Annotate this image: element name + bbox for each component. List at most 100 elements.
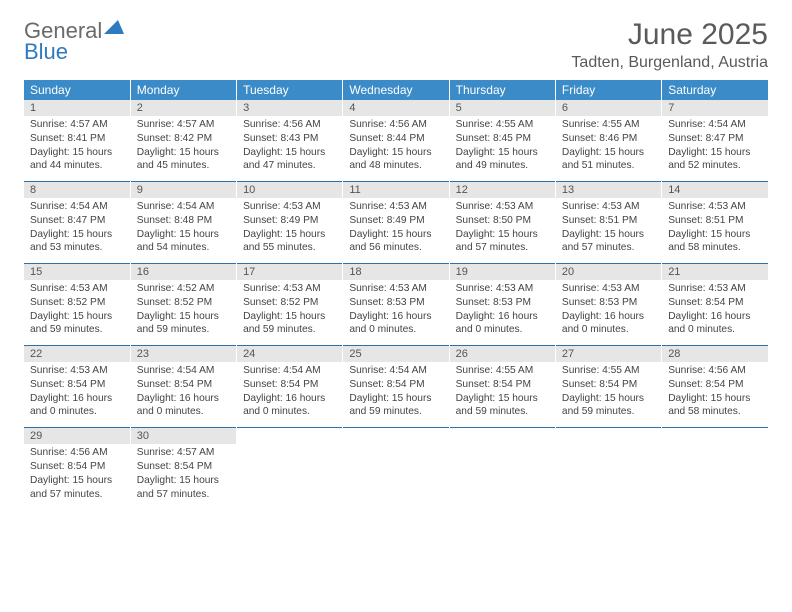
day-number: 12	[449, 182, 555, 198]
daylight-text-1: Daylight: 15 hours	[30, 146, 124, 160]
sunrise-text: Sunrise: 4:56 AM	[668, 364, 762, 378]
daylight-text-2: and 59 minutes.	[243, 323, 336, 337]
day-number: 28	[662, 346, 768, 362]
detail-row: Sunrise: 4:54 AM Sunset: 8:47 PM Daylight:…	[24, 198, 768, 264]
daylight-text-1: Daylight: 16 hours	[456, 310, 549, 324]
day-detail: Sunrise: 4:55 AMSunset: 8:54 PMDaylight:…	[449, 362, 555, 428]
daynum-row: 15161718192021	[24, 264, 768, 280]
sunrise-text: Sunrise: 4:55 AM	[562, 364, 655, 378]
day-detail: Sunrise: 4:57 AMSunset: 8:54 PMDaylight:…	[130, 444, 236, 509]
sunrise-text: Sunrise: 4:57 AM	[30, 118, 124, 132]
sunset-text: Sunset: 8:52 PM	[30, 296, 124, 310]
daylight-text-1: Daylight: 15 hours	[349, 228, 442, 242]
daylight-text-1: Daylight: 15 hours	[562, 146, 655, 160]
detail-row: Sunrise: 4:56 AMSunset: 8:54 PMDaylight:…	[24, 444, 768, 509]
day-detail	[662, 444, 768, 509]
daylight-text-2: and 59 minutes.	[137, 323, 230, 337]
daylight-text-2: and 0 minutes.	[30, 405, 124, 419]
dow-row: Sunday Monday Tuesday Wednesday Thursday…	[24, 80, 768, 100]
day-number: 14	[662, 182, 768, 198]
day-detail: Sunrise: 4:53 AMSunset: 8:50 PMDaylight:…	[449, 198, 555, 264]
day-number: 1	[24, 100, 130, 116]
sunrise-text: Sunrise: 4:56 AM	[243, 118, 336, 132]
sunrise-text: Sunrise: 4:53 AM	[668, 282, 762, 296]
sunrise-text: Sunrise: 4:53 AM	[349, 200, 442, 214]
day-detail: Sunrise: 4:53 AMSunset: 8:49 PMDaylight:…	[343, 198, 449, 264]
sunset-text: Sunset: 8:47 PM	[30, 214, 124, 228]
daylight-text-1: Daylight: 16 hours	[243, 392, 336, 406]
sunrise-text: Sunrise: 4:52 AM	[137, 282, 230, 296]
daylight-text-2: and 58 minutes.	[668, 241, 762, 255]
day-detail: Sunrise: 4:54 AMSunset: 8:54 PMDaylight:…	[343, 362, 449, 428]
sunrise-text: Sunrise: 4:55 AM	[456, 364, 549, 378]
daylight-text-2: and 0 minutes.	[243, 405, 336, 419]
day-number: 22	[24, 346, 130, 362]
sunset-text: Sunset: 8:45 PM	[456, 132, 549, 146]
day-detail: Sunrise: 4:53 AMSunset: 8:52 PMDaylight:…	[24, 280, 130, 346]
daylight-text-1: Daylight: 16 hours	[30, 392, 124, 406]
sunset-text: Sunset: 8:53 PM	[562, 296, 655, 310]
daylight-text-2: and 0 minutes.	[456, 323, 549, 337]
day-number	[449, 428, 555, 444]
daylight-text-1: Daylight: 15 hours	[668, 146, 762, 160]
day-detail: Sunrise: 4:53 AMSunset: 8:51 PMDaylight:…	[555, 198, 661, 264]
daylight-text-1: Daylight: 15 hours	[243, 146, 336, 160]
daylight-text-1: Daylight: 15 hours	[137, 474, 230, 488]
daylight-text-2: and 57 minutes.	[30, 488, 124, 502]
daylight-text-2: and 44 minutes.	[30, 159, 124, 173]
location: Tadten, Burgenland, Austria	[571, 54, 768, 72]
sunrise-text: Sunrise: 4:57 AM	[137, 446, 230, 460]
month-title: June 2025	[571, 18, 768, 52]
day-detail: Sunrise: 4:53 AMSunset: 8:51 PMDaylight:…	[662, 198, 768, 264]
day-detail: Sunrise: 4:55 AMSunset: 8:54 PMDaylight:…	[555, 362, 661, 428]
sunrise-text: Sunrise: 4:55 AM	[456, 118, 549, 132]
day-number: 30	[130, 428, 236, 444]
day-detail: Sunrise: 4:57 AMSunset: 8:42 PMDaylight:…	[130, 116, 236, 182]
day-detail: Sunrise: 4:54 AMSunset: 8:47 PMDaylight:…	[662, 116, 768, 182]
sunset-text: Sunset: 8:48 PM	[137, 214, 230, 228]
day-detail: Sunrise: 4:53 AMSunset: 8:52 PMDaylight:…	[237, 280, 343, 346]
logo: General Blue	[24, 20, 124, 63]
sunset-text: Sunset: 8:49 PM	[349, 214, 442, 228]
day-detail: Sunrise: 4:57 AMSunset: 8:41 PMDaylight:…	[24, 116, 130, 182]
sunrise-text: Sunrise: 4:53 AM	[668, 200, 762, 214]
daylight-text-1: Daylight: 15 hours	[668, 228, 762, 242]
daylight-text-1: Daylight: 15 hours	[668, 392, 762, 406]
sunset-text: Sunset: 8:54 PM	[456, 378, 549, 392]
daylight-text-1: Daylight: 15 hours	[30, 310, 124, 324]
sunset-text: Sunset: 8:54 PM	[137, 460, 230, 474]
daylight-text-2: and 54 minutes.	[137, 241, 230, 255]
daylight-text-2: and 53 minutes.	[30, 241, 124, 255]
daylight-text-1: Daylight: 15 hours	[456, 228, 549, 242]
day-number: 3	[237, 100, 343, 116]
day-number: 25	[343, 346, 449, 362]
calendar-page: General Blue June 2025 Tadten, Burgenlan…	[0, 0, 792, 527]
detail-row: Sunrise: 4:53 AMSunset: 8:52 PMDaylight:…	[24, 280, 768, 346]
dow-monday: Monday	[130, 80, 236, 100]
day-number: 2	[130, 100, 236, 116]
sunset-text: Sunset: 8:53 PM	[456, 296, 549, 310]
daylight-text-2: and 59 minutes.	[30, 323, 124, 337]
sunset-text: Sunset: 8:54 PM	[30, 460, 124, 474]
daylight-text-2: and 57 minutes.	[562, 241, 655, 255]
daylight-text-2: and 0 minutes.	[668, 323, 762, 337]
detail-row: Sunrise: 4:57 AMSunset: 8:41 PMDaylight:…	[24, 116, 768, 182]
day-number: 8	[24, 182, 130, 198]
day-number: 29	[24, 428, 130, 444]
detail-row: Sunrise: 4:53 AMSunset: 8:54 PMDaylight:…	[24, 362, 768, 428]
day-number: 9	[130, 182, 236, 198]
sunset-text: Sunset: 8:46 PM	[562, 132, 655, 146]
day-detail	[449, 444, 555, 509]
day-detail: Sunrise: 4:54 AMSunset: 8:54 PMDaylight:…	[130, 362, 236, 428]
day-detail: Sunrise: 4:53 AMSunset: 8:49 PMDaylight:…	[237, 198, 343, 264]
dow-tuesday: Tuesday	[237, 80, 343, 100]
daylight-text-1: Daylight: 16 hours	[562, 310, 655, 324]
sunrise-text: Sunrise: 4:53 AM	[562, 200, 655, 214]
sunrise-text: Sunrise: 4:54 AM	[137, 200, 230, 214]
daylight-text-2: and 57 minutes.	[456, 241, 549, 255]
daylight-text-1: Daylight: 16 hours	[668, 310, 762, 324]
day-number: 4	[343, 100, 449, 116]
sunrise-text: Sunrise: 4:53 AM	[243, 282, 336, 296]
sunset-text: Sunset: 8:42 PM	[137, 132, 230, 146]
sunset-text: Sunset: 8:41 PM	[30, 132, 124, 146]
